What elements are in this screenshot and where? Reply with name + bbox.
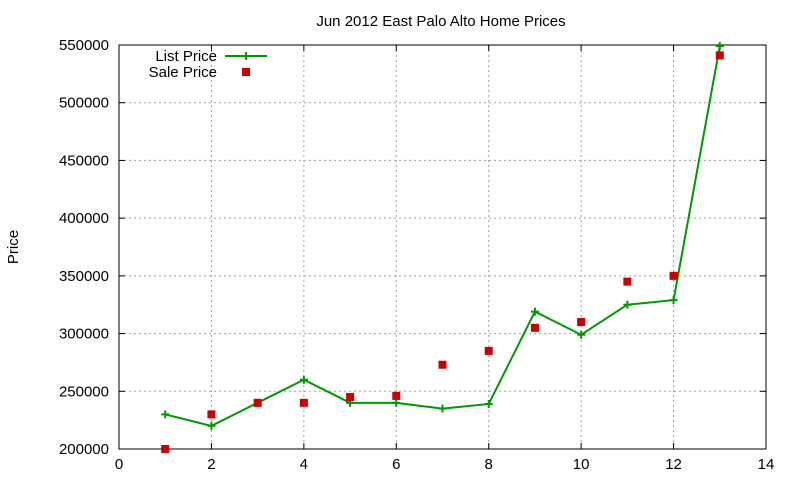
series-sale-price bbox=[161, 51, 724, 453]
list-price-point bbox=[438, 404, 447, 413]
y-tick-label: 300000 bbox=[59, 326, 109, 343]
list-price-point bbox=[623, 300, 632, 309]
sale-price-point bbox=[577, 318, 586, 327]
list-price-point bbox=[715, 42, 724, 51]
list-price-point bbox=[484, 399, 493, 408]
x-tick-label: 2 bbox=[207, 456, 215, 473]
series-list-price bbox=[161, 42, 724, 430]
x-tick-label: 14 bbox=[758, 456, 775, 473]
sale-price-point bbox=[623, 277, 632, 286]
list-price-point bbox=[207, 421, 216, 430]
y-tick-label: 500000 bbox=[59, 95, 109, 112]
x-tick-label: 6 bbox=[392, 456, 400, 473]
chart-title: Jun 2012 East Palo Alto Home Prices bbox=[316, 13, 565, 30]
legend-label: Sale Price bbox=[149, 64, 217, 81]
list-price-point bbox=[299, 375, 308, 384]
sale-price-point bbox=[346, 393, 355, 402]
y-tick-label: 450000 bbox=[59, 152, 109, 169]
y-tick-label: 200000 bbox=[59, 441, 109, 458]
list-price-point bbox=[392, 398, 401, 407]
legend-square-swatch bbox=[242, 68, 250, 76]
sale-price-point bbox=[161, 445, 170, 453]
sale-price-point bbox=[299, 398, 308, 407]
y-tick-label: 400000 bbox=[59, 210, 109, 227]
x-tick-label: 0 bbox=[115, 456, 123, 473]
y-axis-label: Price bbox=[5, 230, 22, 264]
legend-cross-swatch bbox=[242, 52, 250, 60]
x-tick-label: 4 bbox=[300, 456, 308, 473]
grid bbox=[119, 45, 766, 449]
y-tick-label: 350000 bbox=[59, 268, 109, 285]
sale-price-point bbox=[715, 51, 724, 60]
list-price-point bbox=[161, 410, 170, 419]
list-price-point bbox=[530, 307, 539, 316]
plot-frame bbox=[118, 44, 767, 450]
series-layer bbox=[161, 42, 724, 453]
list-price-line bbox=[164, 45, 721, 427]
sale-price-point bbox=[484, 346, 493, 355]
y-tick-label: 550000 bbox=[59, 37, 109, 54]
sale-price-point bbox=[253, 398, 262, 407]
sale-price-point bbox=[530, 323, 539, 332]
x-tick-label: 10 bbox=[573, 456, 590, 473]
y-axis: 200000 250000 300000 350000 400000 450000 5000… bbox=[59, 37, 766, 458]
sale-price-point bbox=[438, 360, 447, 369]
x-tick-label: 8 bbox=[485, 456, 493, 473]
legend-label: List Price bbox=[155, 48, 217, 65]
y-tick-label: 250000 bbox=[59, 383, 109, 400]
list-price-point bbox=[669, 296, 678, 305]
x-axis: 0 2 4 6 8 10 12 14 bbox=[115, 45, 775, 473]
x-tick-label: 12 bbox=[665, 456, 682, 473]
sale-price-point bbox=[207, 410, 216, 419]
sale-price-point bbox=[392, 391, 401, 400]
list-price-point bbox=[577, 330, 586, 339]
sale-price-point bbox=[669, 271, 678, 280]
